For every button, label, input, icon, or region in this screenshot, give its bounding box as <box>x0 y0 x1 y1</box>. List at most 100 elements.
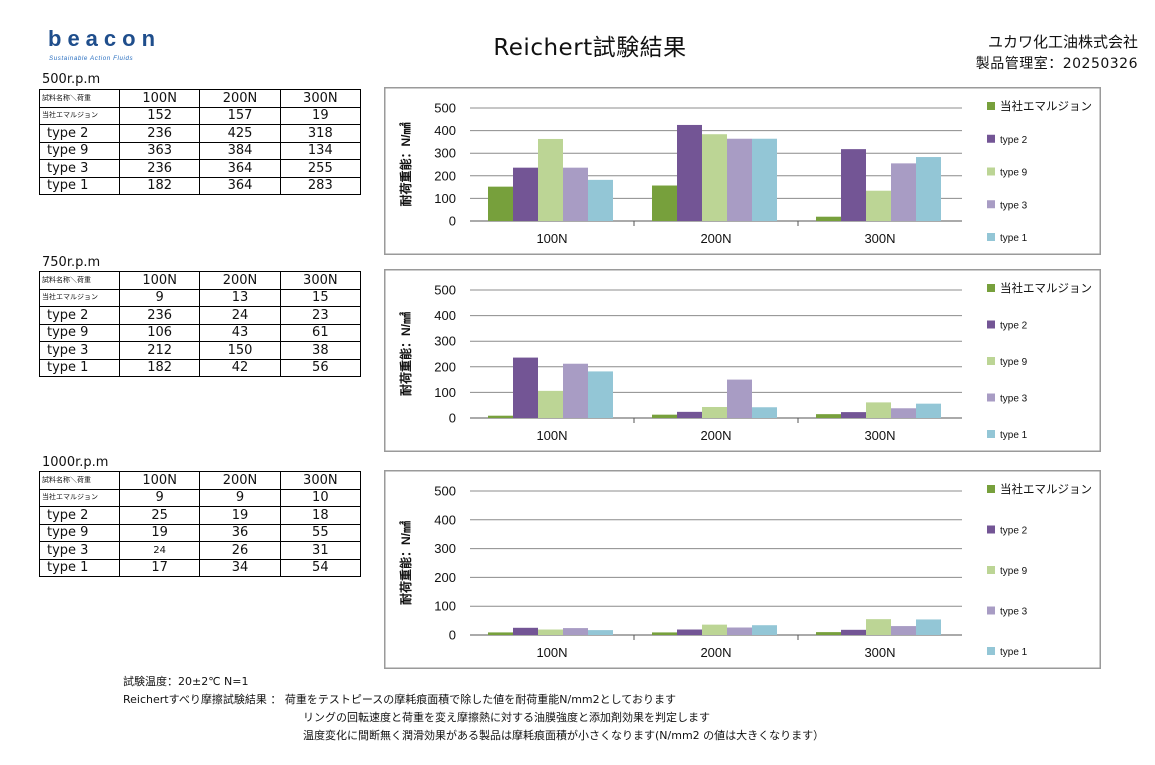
bar <box>588 179 613 221</box>
table-row-label: type 1 <box>39 558 120 577</box>
table-cell: 61 <box>279 323 362 342</box>
bar <box>727 138 752 221</box>
table-row-label: 当社エマルジョン <box>39 106 120 125</box>
table-row: type 1 182 364 283 <box>39 176 362 195</box>
table-row: type 3 212 150 38 <box>39 341 362 360</box>
logo-wordmark: beacon <box>48 26 161 51</box>
bar <box>702 134 727 221</box>
table-row-label: type 3 <box>39 541 120 560</box>
y-tick-label: 400 <box>434 512 456 527</box>
table-cell: 25 <box>118 506 201 525</box>
table-header-row: 試料名称＼荷重 100N 200N 300N <box>39 89 362 108</box>
table-column-header: 200N <box>199 89 281 108</box>
table-corner-cell: 試料名称＼荷重 <box>39 271 120 290</box>
table-row: 当社エマルジョン 9 13 15 <box>39 288 362 307</box>
table-cell: 42 <box>199 358 281 377</box>
y-tick-label: 500 <box>434 283 456 298</box>
y-tick-label: 100 <box>434 599 456 614</box>
table-column-header: 100N <box>118 471 201 490</box>
bar <box>841 149 866 221</box>
chart-500rpm: 0 100 200 300 400 500 耐荷重能：N/㎟ 100N 200N 300N 当社エマ… <box>384 87 1101 255</box>
table-row: type 9 363 384 134 <box>39 141 362 160</box>
bar <box>866 190 891 221</box>
legend-swatch <box>987 200 995 209</box>
table-cell: 255 <box>279 159 362 178</box>
y-tick-label: 100 <box>434 191 456 206</box>
bar <box>891 626 916 635</box>
y-tick-label: 500 <box>434 101 456 116</box>
table-column-header: 100N <box>118 89 201 108</box>
table-cell: 43 <box>199 323 281 342</box>
table-cell: 31 <box>279 541 362 560</box>
x-tick-label: 200N <box>700 428 731 443</box>
note-test-temperature: 試験温度：20±2℃ N=1 <box>123 675 249 688</box>
bar <box>513 357 538 418</box>
data-table-500rpm: 試料名称＼荷重 100N 200N 300N 当社エマルジョン 152 157 19 type … <box>39 89 362 195</box>
bar <box>752 407 777 418</box>
note-reichert-definition: Reichertすべり摩擦試験結果 ： 荷重をテストピースの摩耗痕面積で除した値… <box>123 693 676 706</box>
bar <box>752 625 777 635</box>
table-row: type 3 236 364 255 <box>39 159 362 178</box>
table-row-label: 当社エマルジョン <box>39 488 120 507</box>
table-cell: 425 <box>199 124 281 143</box>
y-tick-label: 400 <box>434 308 456 323</box>
x-tick-label: 300N <box>864 645 895 660</box>
bar <box>891 163 916 221</box>
y-tick-label: 0 <box>449 628 456 643</box>
table-row: type 2 236 24 23 <box>39 306 362 325</box>
legend-swatch <box>987 525 995 534</box>
bar <box>752 138 777 221</box>
x-tick-label: 100N <box>536 231 567 246</box>
bar <box>513 627 538 635</box>
table-cell: 106 <box>118 323 201 342</box>
table-column-header: 300N <box>279 471 362 490</box>
table-cell: 18 <box>279 506 362 525</box>
y-tick-label: 300 <box>434 334 456 349</box>
table-row: 当社エマルジョン 152 157 19 <box>39 106 362 125</box>
note-wear-area: 温度変化に間断無く潤滑効果がある製品は摩耗痕面積が小さくなります(N/mm2 の… <box>303 729 825 742</box>
legend-label: type 3 <box>1000 607 1028 618</box>
bar <box>816 414 841 418</box>
table-cell: 34 <box>199 558 281 577</box>
legend-swatch <box>987 167 995 176</box>
bar <box>677 411 702 418</box>
table-cell: 26 <box>199 541 281 560</box>
table-row-label: type 2 <box>39 306 120 325</box>
y-tick-label: 100 <box>434 385 456 400</box>
table-corner-cell: 試料名称＼荷重 <box>39 89 120 108</box>
table-cell: 19 <box>279 106 362 125</box>
bar <box>916 403 941 418</box>
bar <box>488 415 513 418</box>
table-column-header: 300N <box>279 89 362 108</box>
table-cell: 19 <box>199 506 281 525</box>
x-tick-label: 300N <box>864 428 895 443</box>
table-row-label: type 2 <box>39 506 120 525</box>
table-cell: 24 <box>118 541 201 560</box>
table-header-row: 試料名称＼荷重 100N 200N 300N <box>39 271 362 290</box>
table-row: type 2 236 425 318 <box>39 124 362 143</box>
table-row-label: type 1 <box>39 176 120 195</box>
table-cell: 364 <box>199 159 281 178</box>
table-row: type 3 24 26 31 <box>39 541 362 560</box>
rpm-label-1000: 1000r.p.m <box>42 455 109 470</box>
legend-swatch <box>987 284 995 292</box>
table-cell: 283 <box>279 176 362 195</box>
legend-label: type 2 <box>1000 321 1028 332</box>
bar <box>588 371 613 418</box>
table-cell: 9 <box>199 488 281 507</box>
table-cell: 15 <box>279 288 362 307</box>
rpm-label-500: 500r.p.m <box>42 72 101 87</box>
bar <box>916 619 941 635</box>
rpm-label-750: 750r.p.m <box>42 255 101 270</box>
table-cell: 36 <box>199 523 281 542</box>
bar <box>816 216 841 221</box>
y-tick-label: 300 <box>434 541 456 556</box>
table-cell: 318 <box>279 124 362 143</box>
table-cell: 152 <box>118 106 201 125</box>
table-cell: 56 <box>279 358 362 377</box>
y-axis-label: 耐荷重能：N/㎟ <box>398 521 413 605</box>
legend-swatch <box>987 357 995 365</box>
bar <box>538 390 563 418</box>
legend-label: type 9 <box>1000 168 1028 179</box>
notes: 試験温度：20±2℃ N=1 Reichertすべり摩擦試験結果 ： 荷重をテス… <box>123 673 824 745</box>
